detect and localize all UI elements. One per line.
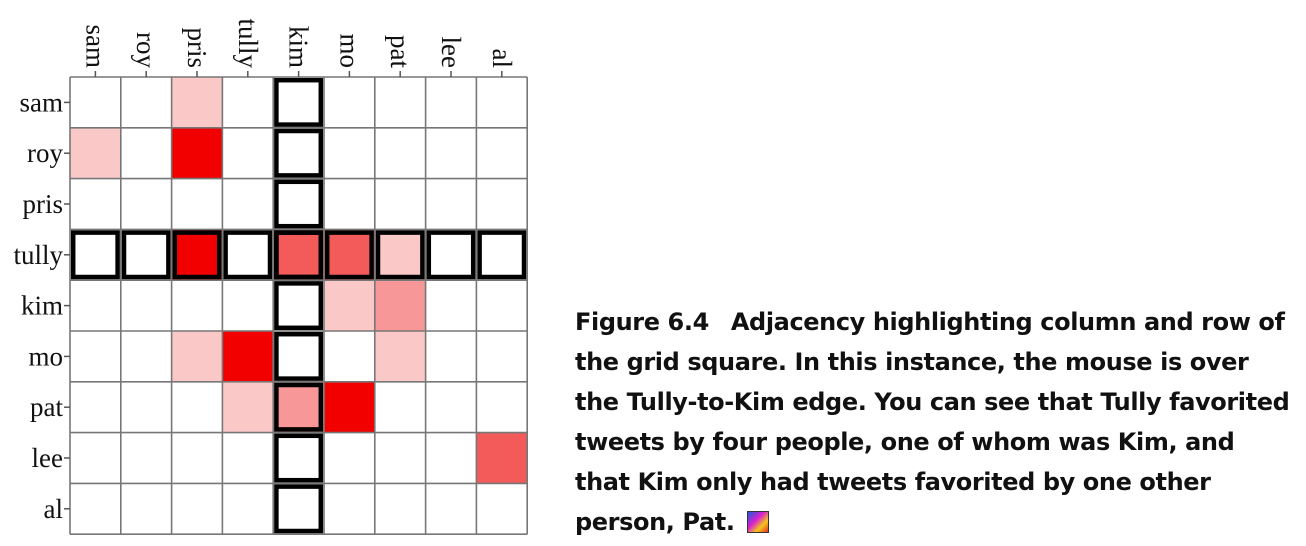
row-label-al: al: [44, 494, 64, 524]
cell-pat-mo[interactable]: [324, 381, 375, 433]
highlight-column-outline: [274, 433, 324, 483]
column-label-pris: pris: [182, 28, 212, 69]
highlight-column-outline: [274, 331, 324, 381]
axis-labels: sam roy pris tully kim mo pat lee alsamroypristu…: [13, 18, 516, 523]
matrix-grid: [69, 76, 529, 536]
adjacency-matrix-chart: sam roy pris tully kim mo pat lee alsamroypristu…: [13, 18, 529, 536]
row-label-roy: roy: [27, 138, 63, 168]
highlight-column-outline: [274, 281, 324, 331]
highlight-outlines: [70, 77, 527, 534]
cell-tully-kim[interactable]: [273, 229, 324, 281]
highlight-row-outline: [70, 230, 120, 280]
figure-caption-text: Adjacency highlighting column and row of…: [575, 308, 1290, 536]
highlight-row-outline: [172, 230, 222, 280]
matrix-cells: [70, 77, 528, 484]
cell-pat-kim[interactable]: [273, 381, 324, 433]
cell-tully-mo[interactable]: [324, 229, 375, 281]
highlight-column-outline: [274, 77, 324, 127]
column-label-lee: lee: [436, 37, 466, 68]
highlight-row-outline: [121, 230, 171, 280]
cell-lee-al[interactable]: [476, 432, 528, 484]
column-label-kim: kim: [284, 26, 314, 68]
cell-tully-pris[interactable]: [171, 229, 223, 281]
row-label-mo: mo: [28, 341, 63, 371]
row-label-pris: pris: [23, 189, 64, 219]
highlight-row-outline: [477, 230, 527, 280]
axis-ticks: [64, 71, 503, 510]
column-label-mo: mo: [334, 33, 364, 68]
cell-mo-pat[interactable]: [374, 331, 426, 382]
figure-caption: Figure 6.4 Adjacency highlighting column …: [575, 302, 1295, 542]
column-label-pat: pat: [385, 35, 415, 68]
row-label-sam: sam: [20, 87, 64, 117]
row-label-tully: tully: [13, 240, 63, 270]
highlight-column-outline: [274, 484, 324, 534]
highlight-row-outline: [274, 230, 324, 280]
highlight-row-outline: [375, 230, 425, 280]
cell-sam-pris[interactable]: [171, 77, 223, 128]
highlight-row-outline: [324, 230, 374, 280]
column-label-roy: roy: [131, 32, 161, 68]
cell-roy-sam[interactable]: [70, 127, 121, 179]
row-label-lee: lee: [32, 443, 63, 473]
row-label-kim: kim: [21, 291, 63, 321]
figure-label: Figure 6.4: [575, 308, 709, 336]
highlight-column-outline: [274, 382, 324, 432]
column-label-sam: sam: [80, 25, 110, 69]
highlight-row-outline: [426, 230, 476, 280]
column-label-tully: tully: [233, 18, 263, 68]
cell-kim-mo[interactable]: [324, 280, 375, 331]
cell-tully-pat[interactable]: [374, 229, 426, 281]
highlight-column-outline: [274, 179, 324, 229]
cell-mo-pris[interactable]: [171, 331, 223, 382]
cell-pat-tully[interactable]: [222, 381, 274, 433]
column-label-al: al: [487, 49, 517, 69]
cell-kim-pat[interactable]: [374, 280, 426, 331]
live-demo-icon: [746, 511, 769, 533]
highlight-row-outline: [223, 230, 273, 280]
cell-mo-tully[interactable]: [222, 331, 274, 382]
cell-roy-pris[interactable]: [171, 127, 223, 179]
highlight-column-outline: [274, 128, 324, 178]
row-label-pat: pat: [30, 392, 63, 422]
